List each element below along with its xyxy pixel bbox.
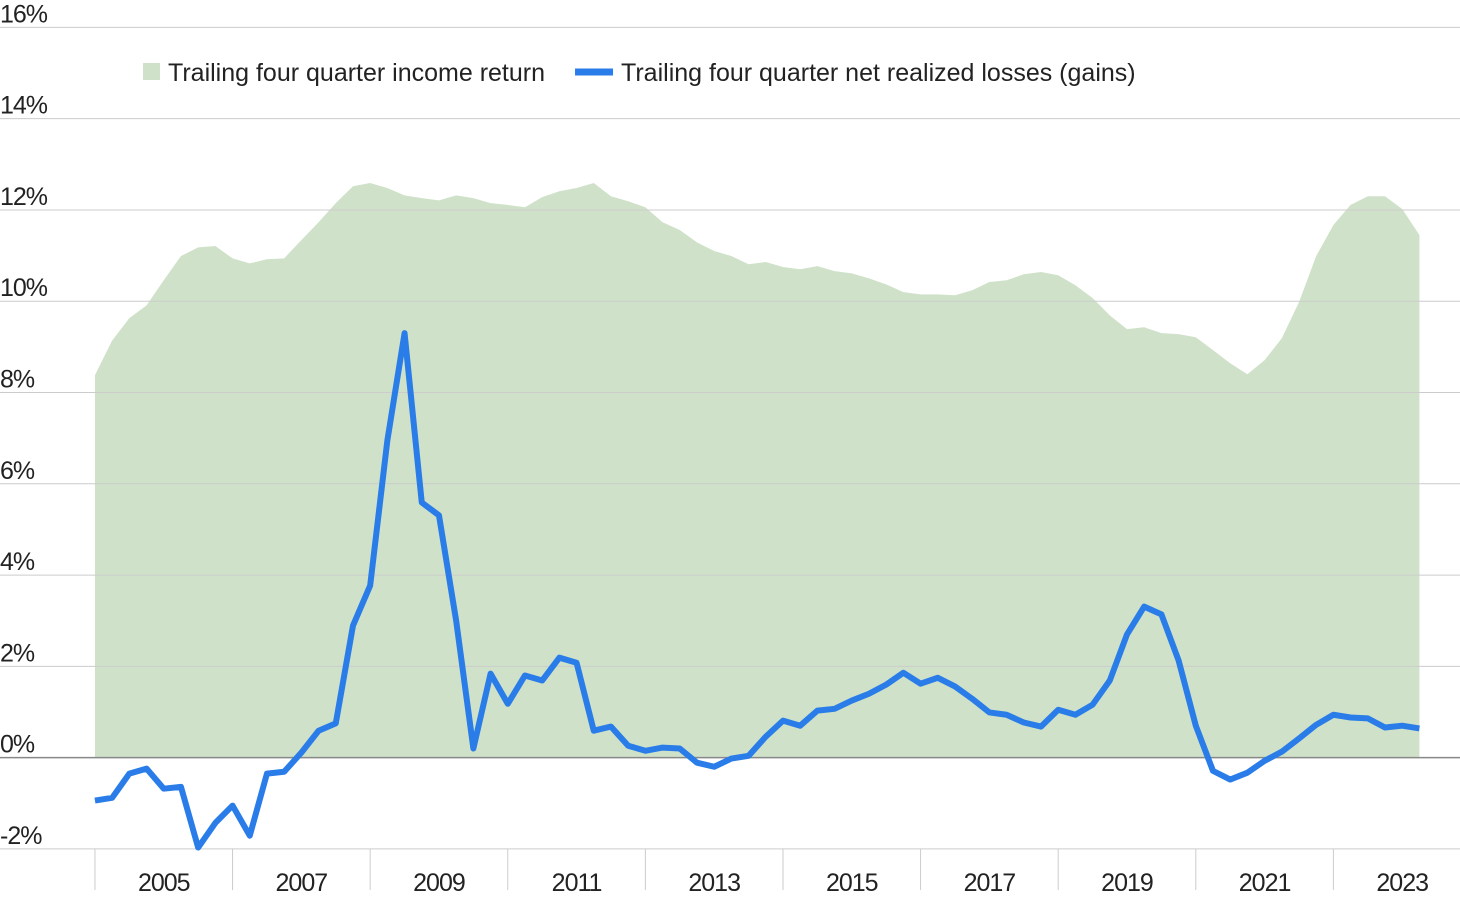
y-tick-label: 16%	[0, 0, 48, 28]
x-tick-label: 2019	[1101, 869, 1153, 897]
x-tick-label: 2005	[138, 869, 190, 897]
area	[94, 183, 1420, 758]
y-tick-label: 10%	[0, 274, 48, 302]
x-tick-label: 2023	[1376, 869, 1428, 897]
legend-swatch	[143, 63, 160, 80]
y-tick-label: 0%	[0, 731, 35, 759]
x-tick-label: 2009	[413, 869, 465, 897]
y-tick-label: -2%	[0, 822, 42, 850]
y-tick-label: 4%	[0, 548, 35, 576]
y-tick-label: 8%	[0, 366, 35, 394]
legend-label: Trailing four quarter income return	[168, 59, 545, 87]
y-tick-label: 6%	[0, 457, 35, 485]
x-tick-label: 2011	[552, 869, 602, 897]
x-tick-label: 2017	[964, 869, 1016, 897]
legend-label: Trailing four quarter net realized losse…	[621, 59, 1136, 87]
x-tick-label: 2015	[826, 869, 878, 897]
line	[94, 330, 1420, 851]
x-tick-label: 2013	[688, 869, 740, 897]
x-tick-label: 2021	[1239, 869, 1291, 897]
y-tick-label: 2%	[0, 639, 35, 667]
y-tick-label: 14%	[0, 92, 48, 120]
y-tick-label: 12%	[0, 183, 48, 211]
x-tick-label: 2007	[276, 869, 328, 897]
